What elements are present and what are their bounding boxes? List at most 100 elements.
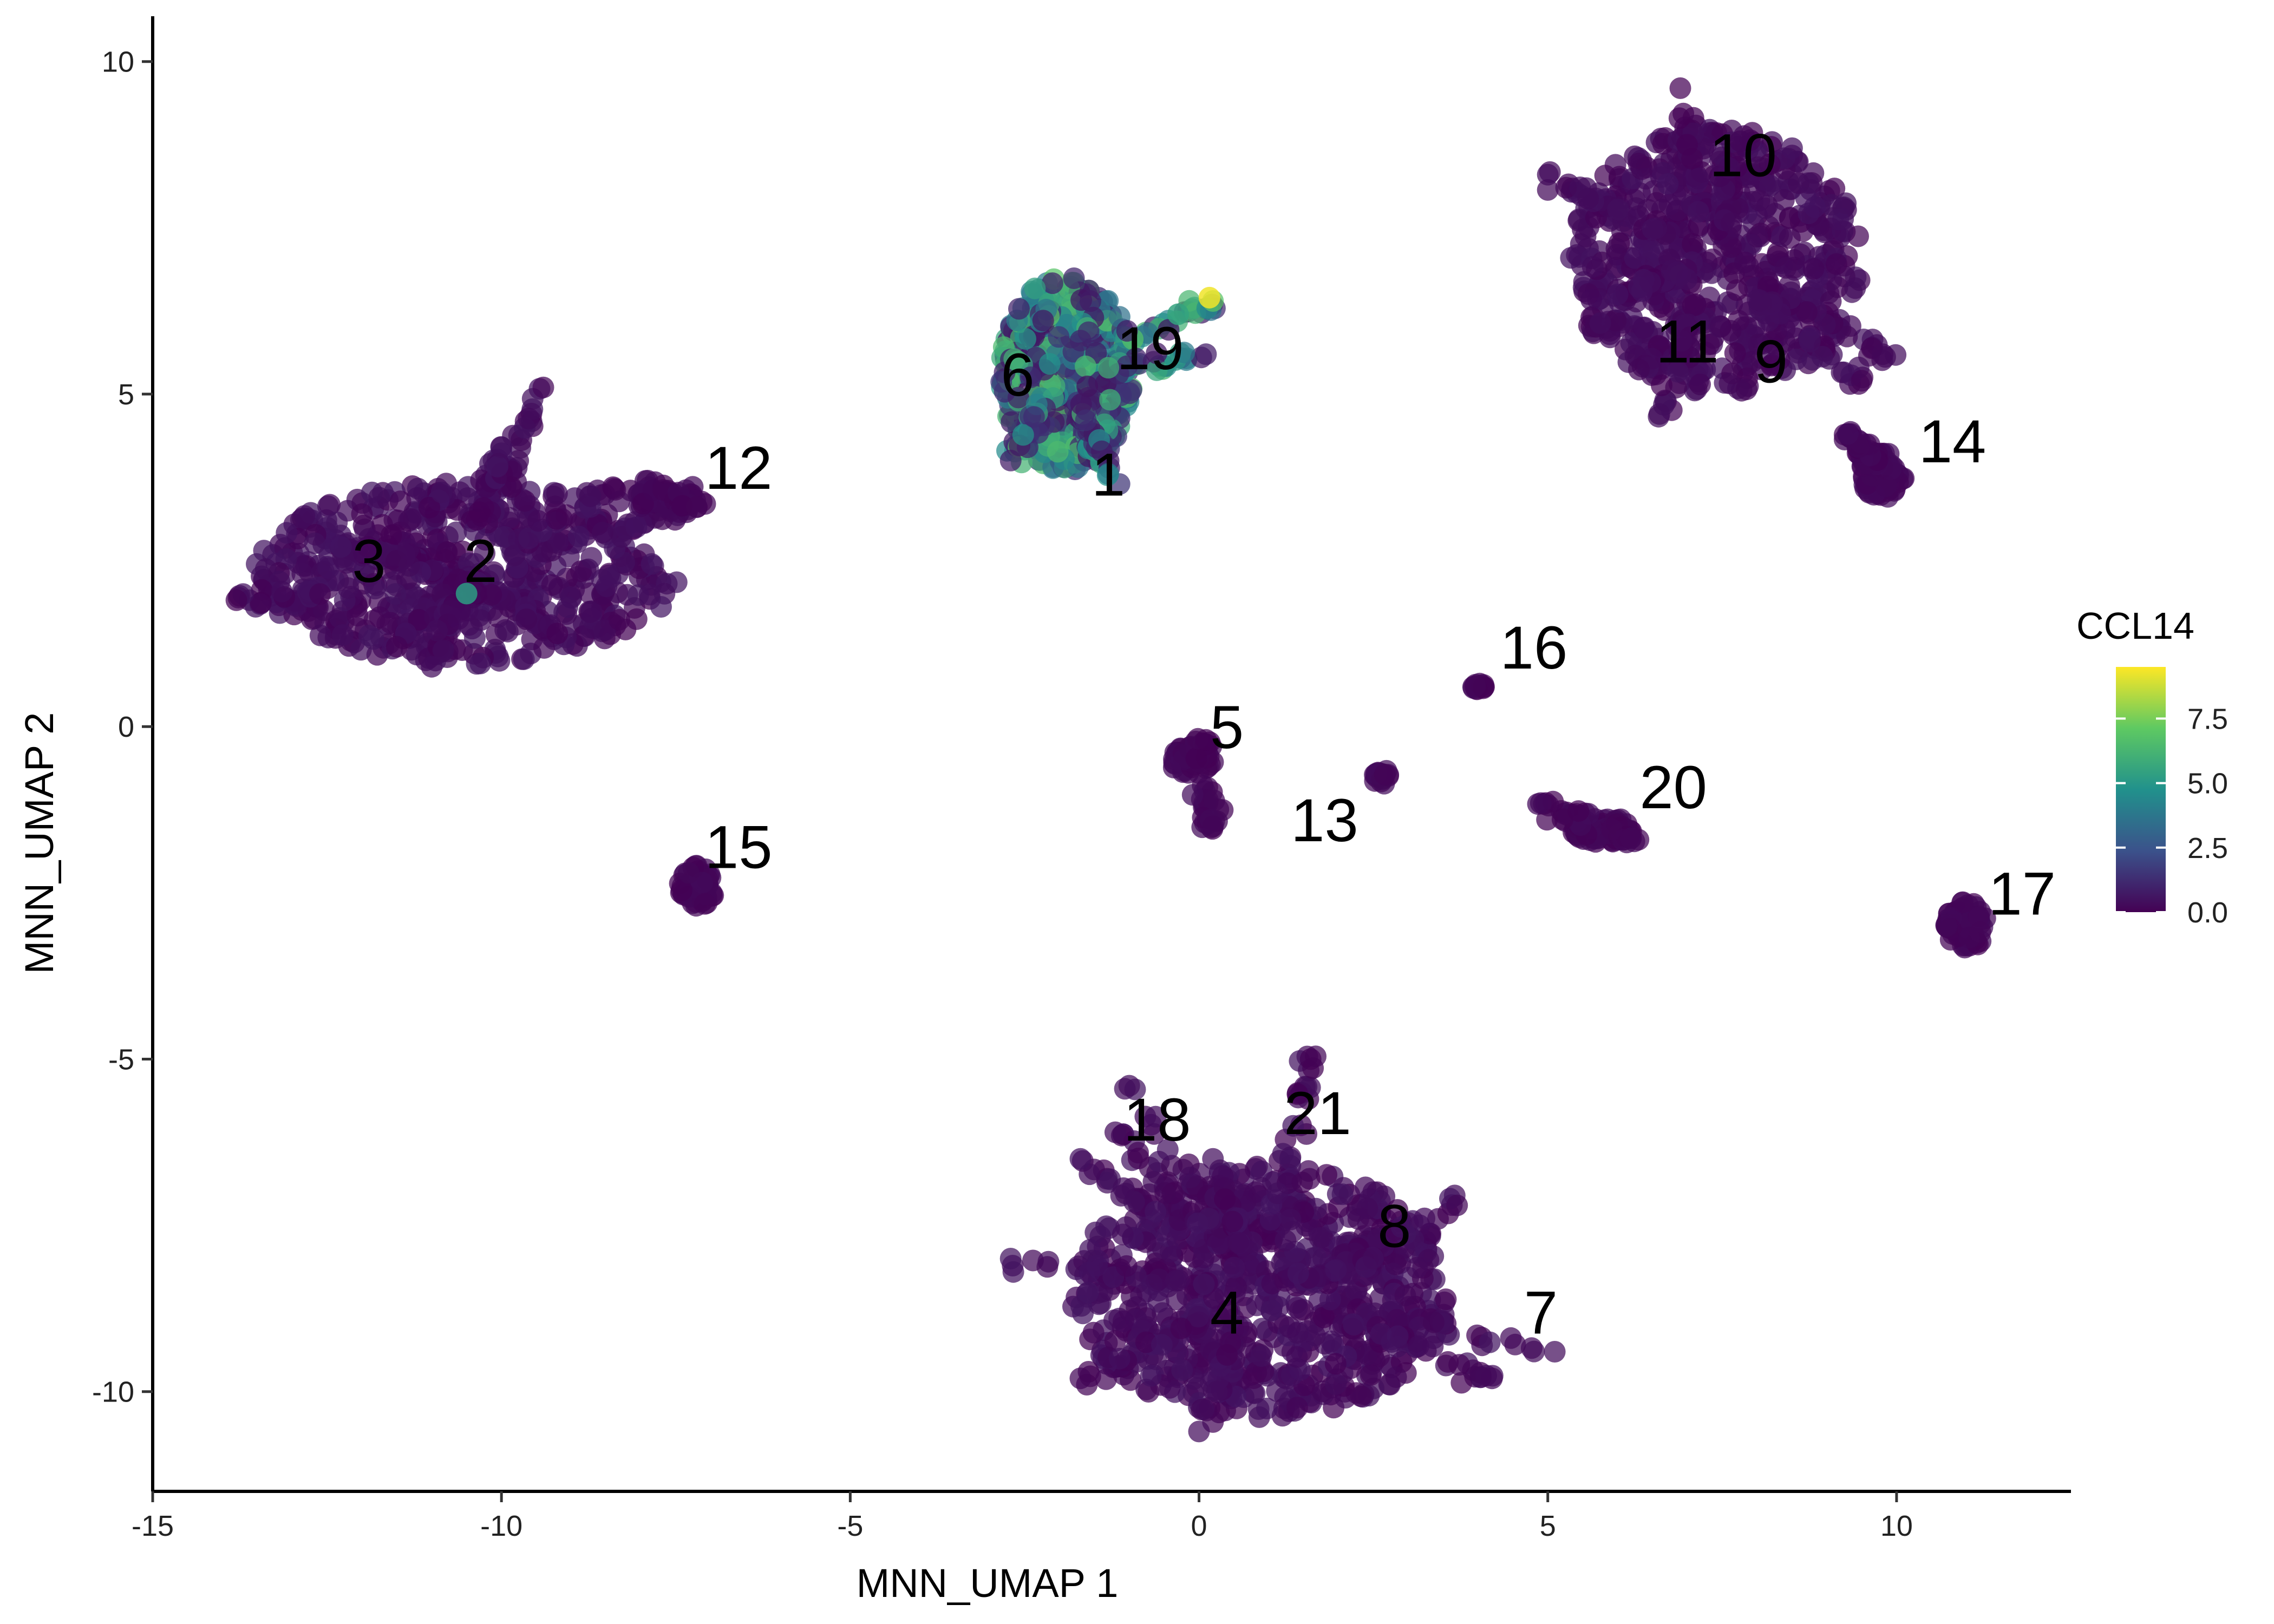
data-point xyxy=(1687,168,1709,189)
data-point xyxy=(1086,1254,1108,1276)
cluster-12 xyxy=(604,469,716,523)
data-point xyxy=(1319,1288,1341,1311)
data-point xyxy=(1167,303,1189,325)
data-point xyxy=(400,508,422,530)
cluster-16 xyxy=(1462,672,1495,700)
data-point xyxy=(1551,808,1573,830)
colorbar-tick-label: 5.0 xyxy=(2187,768,2228,800)
x-tick-label: -5 xyxy=(837,1510,863,1542)
data-point xyxy=(1091,440,1113,462)
data-point xyxy=(1657,173,1679,195)
data-point xyxy=(293,505,316,527)
data-point xyxy=(1095,1368,1117,1390)
data-point xyxy=(1414,1207,1435,1229)
data-point xyxy=(1698,333,1720,356)
data-point xyxy=(1607,198,1629,220)
data-point xyxy=(560,586,582,608)
data-point xyxy=(1023,406,1045,428)
data-point xyxy=(398,555,420,577)
cluster-label: 3 xyxy=(352,527,385,595)
y-axis-title: MNN_UMAP 2 xyxy=(17,712,62,974)
data-point xyxy=(1297,1160,1319,1182)
data-point xyxy=(1802,258,1825,280)
data-point xyxy=(513,648,535,670)
data-point xyxy=(1104,1330,1126,1352)
cluster-label: 7 xyxy=(1524,1279,1558,1346)
data-point xyxy=(380,525,402,547)
axes: -15 -10 -5 0 5 10 -10 -5 0 5 10 MNN_UMAP 1 MNN_UMAP … xyxy=(17,16,2071,1606)
colorbar-tick-label: 2.5 xyxy=(2187,832,2228,865)
data-point xyxy=(1173,342,1195,364)
data-point xyxy=(1143,1123,1165,1145)
data-point xyxy=(1594,165,1616,187)
data-point xyxy=(1504,1333,1526,1355)
data-point xyxy=(1589,312,1611,334)
data-point xyxy=(1112,1310,1134,1332)
data-point xyxy=(480,584,502,606)
data-point xyxy=(592,521,613,543)
data-point xyxy=(1069,1367,1092,1390)
cluster-17 xyxy=(1935,891,1996,959)
data-point xyxy=(1537,179,1559,201)
data-point xyxy=(1063,267,1085,289)
data-point xyxy=(1536,809,1558,831)
data-point xyxy=(580,547,603,569)
data-point xyxy=(1325,1259,1347,1281)
data-point xyxy=(1779,207,1801,230)
data-point xyxy=(1079,290,1101,312)
data-point xyxy=(1156,1138,1179,1161)
data-point xyxy=(1446,1194,1468,1216)
cluster-9-10-11 xyxy=(1537,77,1907,428)
data-point xyxy=(1223,1256,1245,1279)
data-point xyxy=(1836,325,1858,348)
data-point xyxy=(580,600,603,623)
data-point xyxy=(1216,1344,1238,1366)
data-point xyxy=(1684,294,1707,316)
data-point xyxy=(1796,301,1818,323)
data-point xyxy=(1628,829,1650,851)
data-point xyxy=(1170,1317,1192,1339)
data-point xyxy=(546,623,568,645)
data-point xyxy=(1008,387,1029,409)
data-point xyxy=(1748,189,1770,212)
data-point xyxy=(1537,163,1559,186)
data-point xyxy=(1287,1262,1309,1285)
data-point xyxy=(1362,1248,1384,1269)
cluster-14 xyxy=(1833,421,1915,508)
data-point xyxy=(1670,330,1693,352)
y-tick-label: -10 xyxy=(92,1376,134,1409)
data-point xyxy=(385,636,408,658)
data-point xyxy=(1423,1311,1445,1333)
data-point xyxy=(1370,1323,1392,1345)
data-point xyxy=(445,521,467,543)
data-point xyxy=(421,656,443,678)
data-point xyxy=(1639,271,1662,293)
data-point xyxy=(1394,1285,1416,1307)
data-point xyxy=(1003,348,1025,370)
data-point xyxy=(1075,355,1096,377)
colorbar xyxy=(2116,667,2166,912)
data-point xyxy=(419,496,441,519)
data-point xyxy=(1651,374,1672,396)
data-point xyxy=(1580,289,1602,311)
data-point xyxy=(1875,475,1897,497)
cluster-4-7-8-18-21 xyxy=(999,1045,1566,1443)
data-point xyxy=(1837,423,1859,445)
data-point xyxy=(1721,212,1743,234)
data-point xyxy=(1799,331,1821,352)
cluster-label: 11 xyxy=(1656,308,1718,376)
cluster-20 xyxy=(1527,790,1650,854)
data-point xyxy=(1171,1359,1193,1381)
data-point xyxy=(1530,792,1552,814)
data-point xyxy=(469,652,492,675)
data-point xyxy=(1147,1291,1169,1313)
data-point xyxy=(1720,320,1742,342)
data-point xyxy=(547,531,569,553)
data-point xyxy=(533,637,555,659)
data-point xyxy=(1406,1256,1428,1279)
cluster-5 xyxy=(1162,728,1234,840)
data-point xyxy=(1464,675,1486,697)
data-point xyxy=(1390,1216,1413,1238)
data-point xyxy=(1224,1282,1246,1304)
